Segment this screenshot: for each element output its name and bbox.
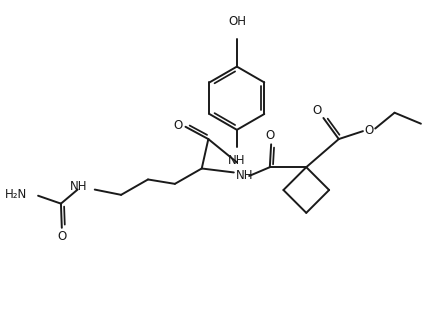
Text: O: O (57, 230, 67, 243)
Text: O: O (313, 104, 322, 117)
Text: O: O (173, 119, 182, 132)
Text: H₂N: H₂N (4, 188, 27, 201)
Text: O: O (266, 129, 275, 142)
Text: O: O (365, 124, 374, 137)
Text: NH: NH (228, 155, 246, 168)
Text: NH: NH (70, 180, 87, 193)
Text: OH: OH (229, 15, 247, 28)
Text: NH: NH (236, 170, 254, 183)
